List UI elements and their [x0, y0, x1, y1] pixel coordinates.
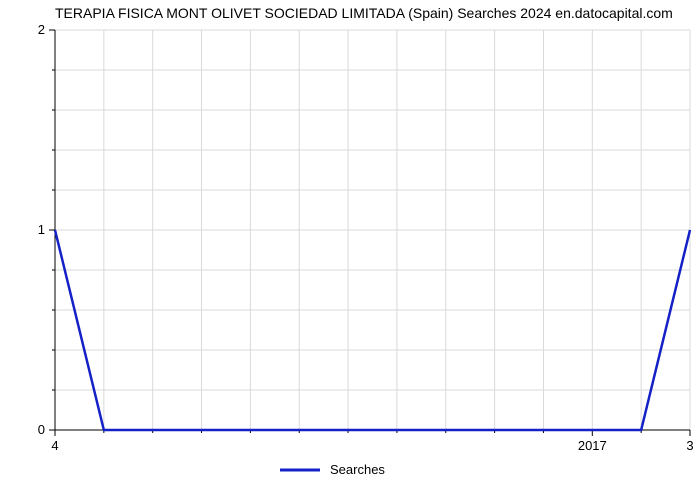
x-tick-label: 2017 [578, 438, 607, 453]
x-tick-label: 4 [51, 438, 58, 453]
chart-container: { "chart": { "type": "line", "title": "T… [0, 0, 700, 500]
y-tick-label: 2 [38, 22, 45, 37]
y-tick-label: 1 [38, 222, 45, 237]
chart-title: TERAPIA FISICA MONT OLIVET SOCIEDAD LIMI… [55, 5, 673, 21]
legend-label: Searches [330, 462, 385, 477]
line-chart: TERAPIA FISICA MONT OLIVET SOCIEDAD LIMI… [0, 0, 700, 500]
y-tick-label: 0 [38, 422, 45, 437]
chart-bg [0, 0, 700, 500]
x-tick-label: 3 [686, 438, 693, 453]
